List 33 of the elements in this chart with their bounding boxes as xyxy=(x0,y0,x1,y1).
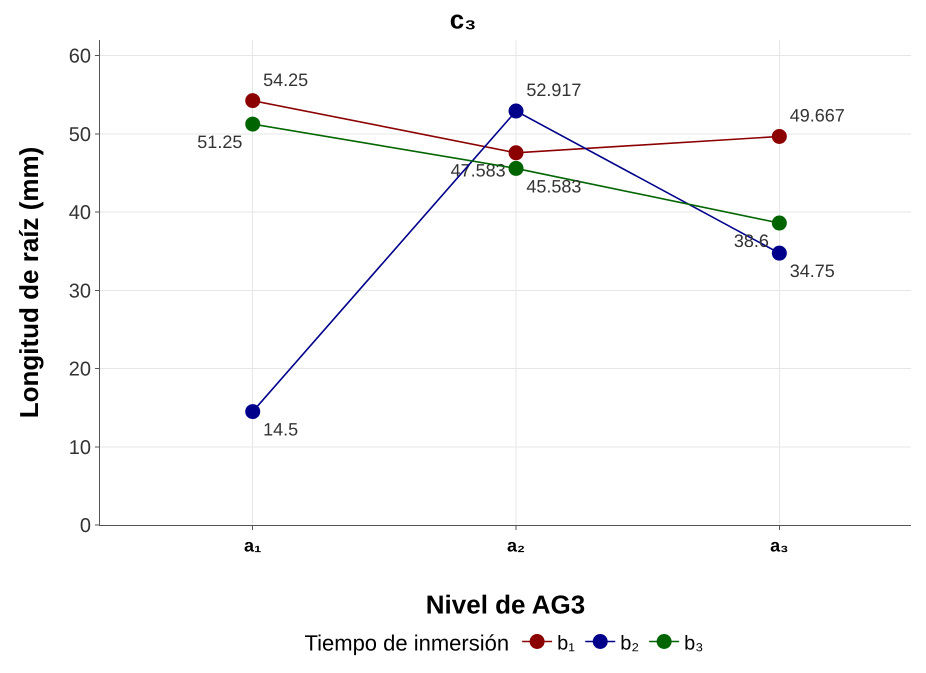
point xyxy=(508,104,524,119)
x-axis-title: Nivel de AG3 xyxy=(426,589,586,620)
y-tick-label: 0 xyxy=(80,515,91,537)
legend-title: Tiempo de inmersión xyxy=(304,630,510,656)
legend-label: b₁ xyxy=(557,632,576,654)
legend-label: b₃ xyxy=(684,632,704,654)
data-label: 51.25 xyxy=(197,132,242,152)
point xyxy=(508,160,524,176)
y-tick-label: 20 xyxy=(68,358,91,381)
point xyxy=(508,145,524,160)
point xyxy=(772,128,787,144)
y-tick-label: 50 xyxy=(68,124,91,146)
y-axis-title: Longitud de raíz (mm) xyxy=(14,146,44,418)
data-label: 45.583 xyxy=(526,176,582,196)
point xyxy=(245,93,260,108)
data-label: 49.667 xyxy=(790,106,845,126)
y-tick-label: 10 xyxy=(68,436,91,459)
x-tick-label: a₂ xyxy=(507,536,526,556)
x-tick-label: a₃ xyxy=(770,536,789,556)
x-tick-label: a₁ xyxy=(244,536,262,556)
point xyxy=(772,216,787,231)
chart-title: c₃ xyxy=(450,4,476,34)
point xyxy=(245,404,260,420)
data-label: 14.5 xyxy=(263,419,298,440)
data-label: 52.917 xyxy=(526,80,582,100)
y-tick-label: 40 xyxy=(68,202,91,224)
data-label: 54.25 xyxy=(263,70,308,90)
data-label: 34.75 xyxy=(790,261,835,282)
y-tick-label: 60 xyxy=(68,46,91,68)
legend-label: b₂ xyxy=(620,632,640,654)
y-tick-label: 30 xyxy=(68,280,91,302)
point xyxy=(245,116,260,132)
point xyxy=(772,246,787,261)
